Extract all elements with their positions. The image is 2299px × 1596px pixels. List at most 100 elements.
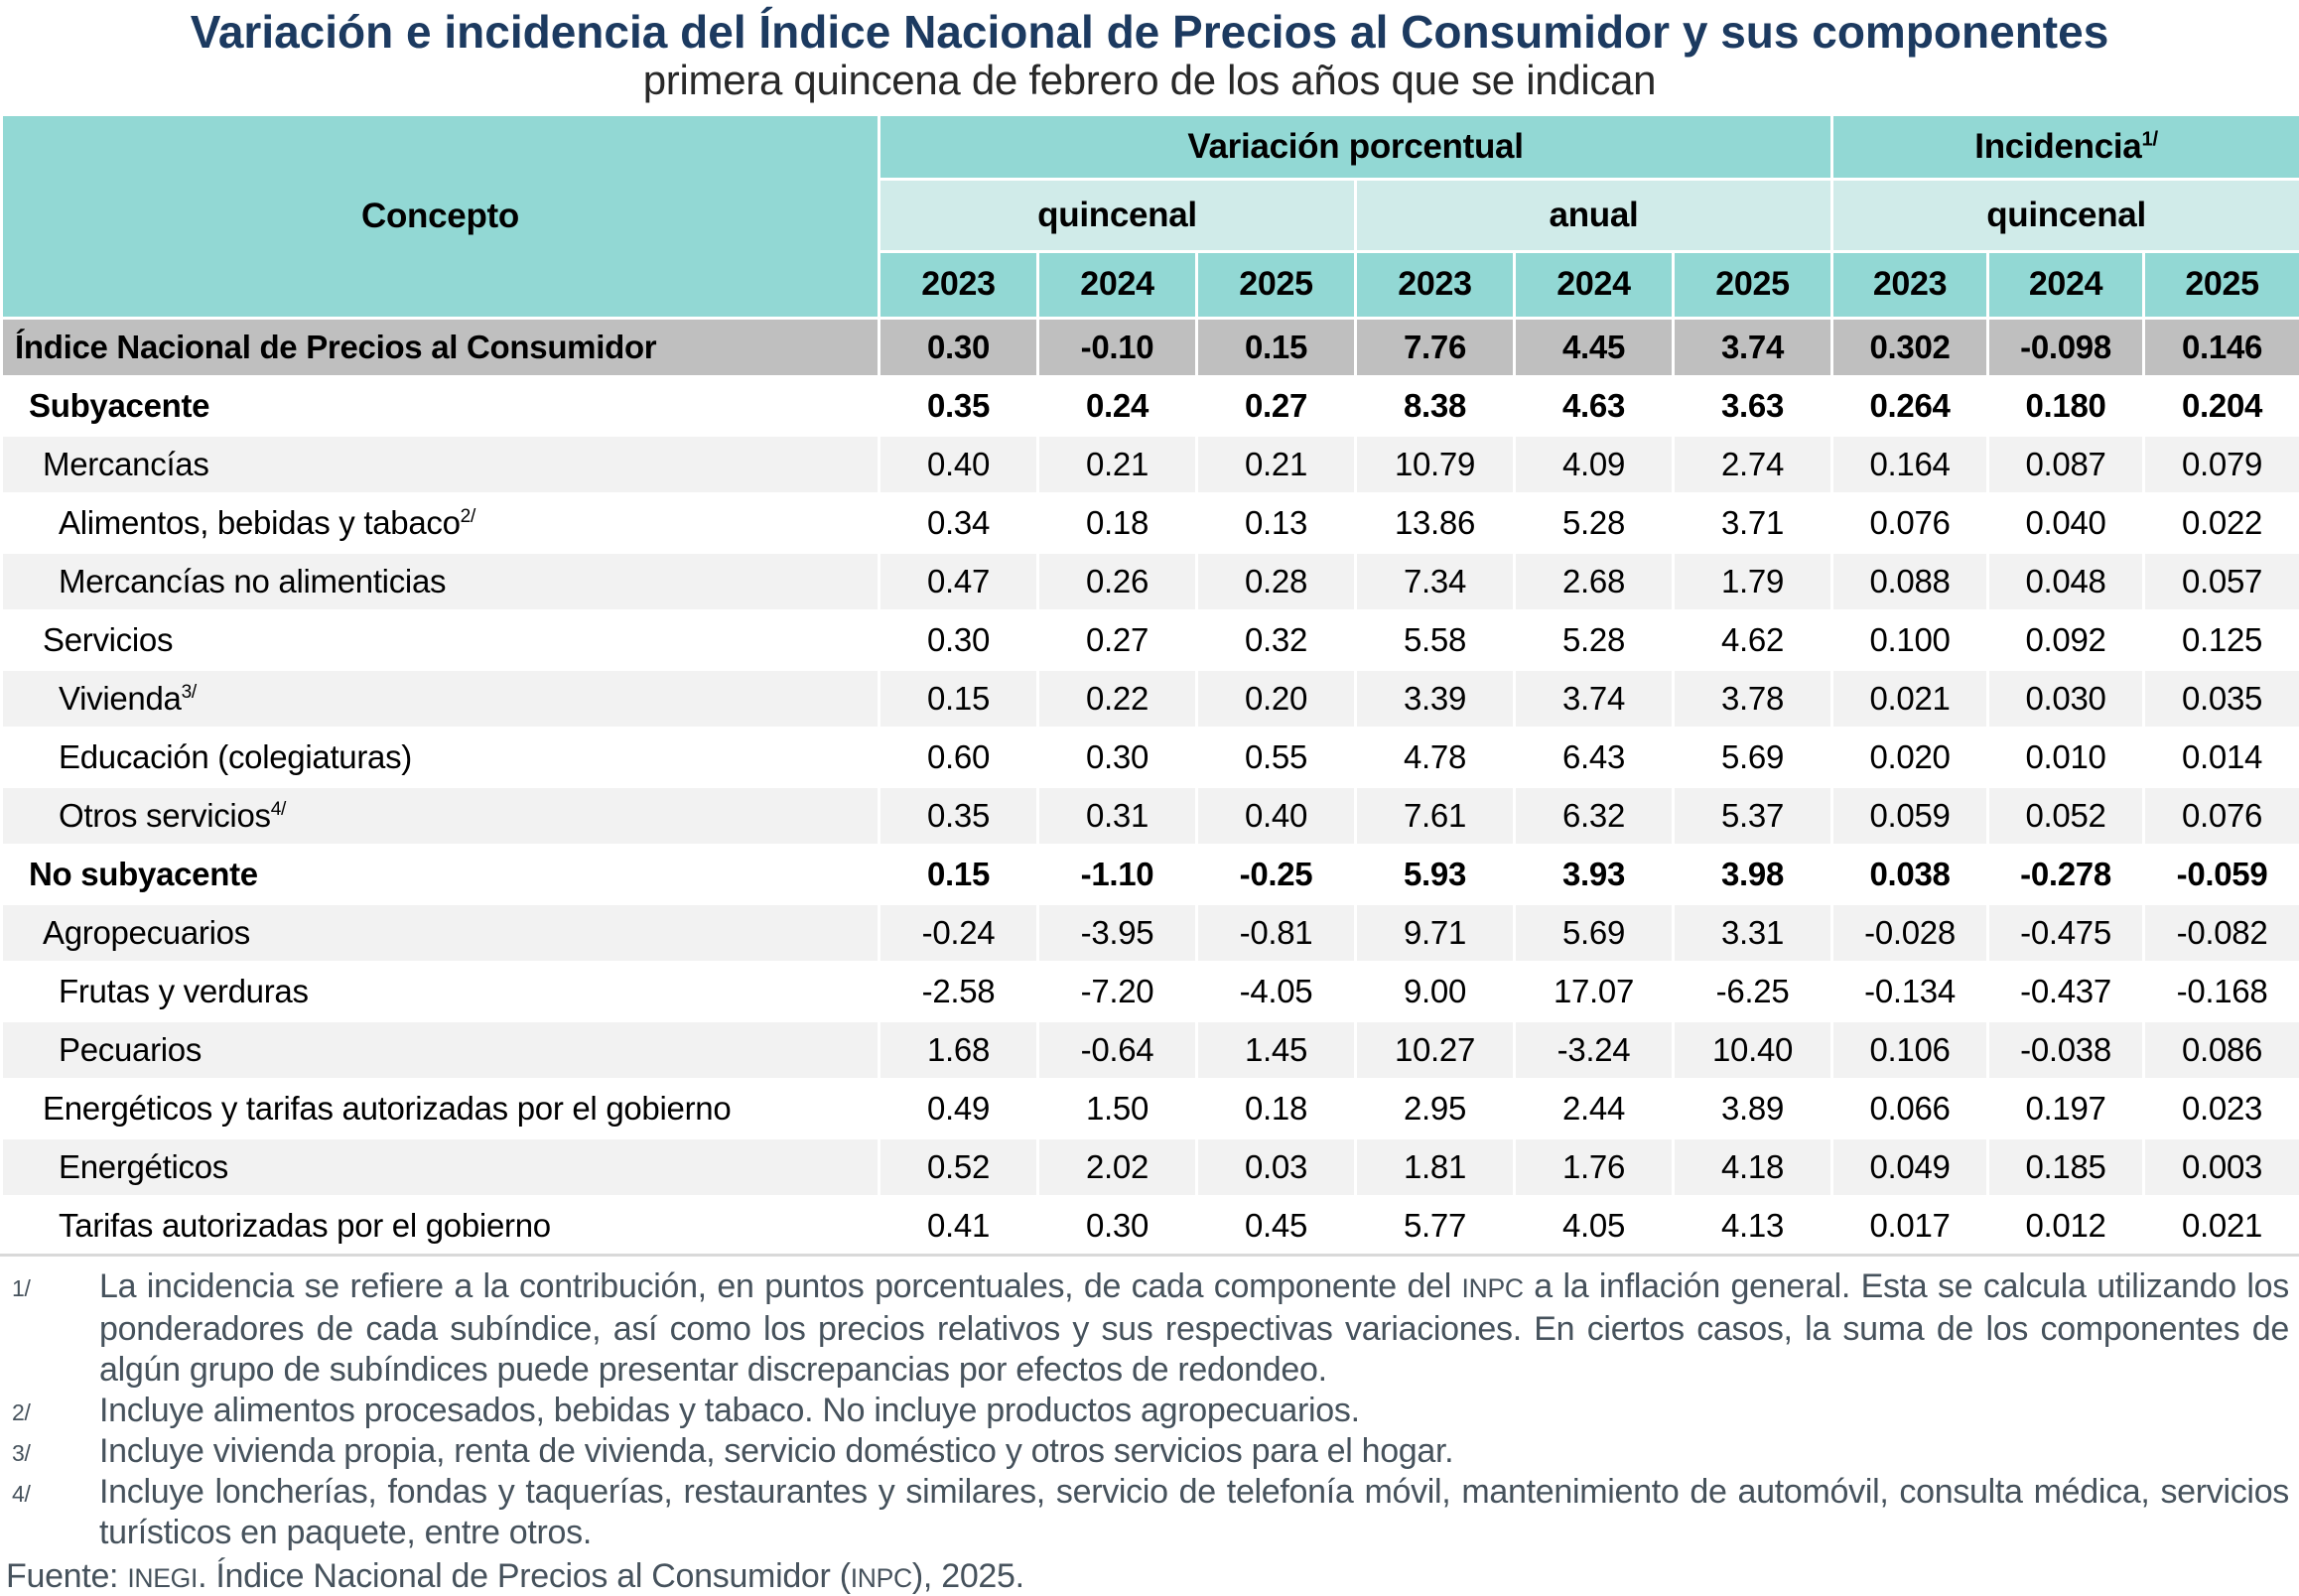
- value-cell: 2.44: [1515, 1079, 1674, 1137]
- value-cell: 0.30: [1038, 1196, 1197, 1255]
- value-cell: -0.81: [1197, 903, 1356, 962]
- value-cell: 4.78: [1356, 728, 1515, 786]
- row-label: Otros servicios4/: [2, 786, 879, 845]
- value-cell: 6.43: [1515, 728, 1674, 786]
- value-cell: 0.40: [879, 435, 1038, 493]
- value-cell: 2.74: [1674, 435, 1832, 493]
- value-cell: -3.24: [1515, 1020, 1674, 1079]
- value-cell: 0.52: [879, 1137, 1038, 1196]
- value-cell: 0.052: [1988, 786, 2144, 845]
- value-cell: 0.28: [1197, 552, 1356, 610]
- value-cell: 3.89: [1674, 1079, 1832, 1137]
- value-cell: 0.41: [879, 1196, 1038, 1255]
- value-cell: 0.03: [1197, 1137, 1356, 1196]
- value-cell: -0.24: [879, 903, 1038, 962]
- value-cell: 5.37: [1674, 786, 1832, 845]
- year-header: 2024: [1038, 251, 1197, 318]
- table-body: Índice Nacional de Precios al Consumidor…: [2, 318, 2299, 1255]
- row-label: Mercancías: [2, 435, 879, 493]
- value-cell: 0.012: [1988, 1196, 2144, 1255]
- value-cell: 5.77: [1356, 1196, 1515, 1255]
- value-cell: 4.09: [1515, 435, 1674, 493]
- value-cell: 6.32: [1515, 786, 1674, 845]
- value-cell: -0.25: [1197, 845, 1356, 903]
- value-cell: 0.197: [1988, 1079, 2144, 1137]
- table-row: Energéticos y tarifas autorizadas por el…: [2, 1079, 2299, 1137]
- value-cell: 3.39: [1356, 669, 1515, 728]
- value-cell: 0.18: [1197, 1079, 1356, 1137]
- value-cell: -0.64: [1038, 1020, 1197, 1079]
- value-cell: 0.15: [879, 845, 1038, 903]
- value-cell: 0.087: [1988, 435, 2144, 493]
- value-cell: 3.31: [1674, 903, 1832, 962]
- value-cell: 0.27: [1197, 376, 1356, 435]
- inpc-table: Concepto Variación porcentual Incidencia…: [0, 113, 2299, 1257]
- footnote: 2/Incluye alimentos procesados, bebidas …: [0, 1391, 2299, 1431]
- value-cell: 3.74: [1674, 318, 1832, 376]
- source-line: Fuente: INEGI. Índice Nacional de Precio…: [0, 1557, 2299, 1596]
- value-cell: 3.93: [1515, 845, 1674, 903]
- value-cell: 4.45: [1515, 318, 1674, 376]
- value-cell: -0.059: [2144, 845, 2299, 903]
- value-cell: 0.27: [1038, 610, 1197, 669]
- value-cell: 7.61: [1356, 786, 1515, 845]
- value-cell: -1.10: [1038, 845, 1197, 903]
- value-cell: 0.60: [879, 728, 1038, 786]
- value-cell: 0.21: [1038, 435, 1197, 493]
- label-footnote-marker: 2/: [461, 506, 475, 527]
- value-cell: 0.204: [2144, 376, 2299, 435]
- value-cell: -0.437: [1988, 962, 2144, 1020]
- value-cell: 0.22: [1038, 669, 1197, 728]
- footnote-marker: 1/: [12, 1268, 31, 1309]
- row-label: No subyacente: [2, 845, 879, 903]
- footnote: 4/Incluye loncherías, fondas y taquerías…: [0, 1472, 2299, 1553]
- value-cell: 0.010: [1988, 728, 2144, 786]
- value-cell: 0.47: [879, 552, 1038, 610]
- value-cell: 0.049: [1832, 1137, 1988, 1196]
- value-cell: 0.30: [879, 610, 1038, 669]
- table-header: Concepto Variación porcentual Incidencia…: [2, 114, 2299, 318]
- value-cell: -0.168: [2144, 962, 2299, 1020]
- value-cell: 0.125: [2144, 610, 2299, 669]
- value-cell: 0.180: [1988, 376, 2144, 435]
- value-cell: 0.021: [1832, 669, 1988, 728]
- value-cell: 0.49: [879, 1079, 1038, 1137]
- value-cell: -0.10: [1038, 318, 1197, 376]
- footnote-marker: 4/: [12, 1474, 31, 1515]
- value-cell: 1.68: [879, 1020, 1038, 1079]
- value-cell: 0.066: [1832, 1079, 1988, 1137]
- value-cell: 9.71: [1356, 903, 1515, 962]
- value-cell: 10.79: [1356, 435, 1515, 493]
- footnote-marker: 3/: [12, 1433, 31, 1474]
- value-cell: 3.71: [1674, 493, 1832, 552]
- value-cell: 0.088: [1832, 552, 1988, 610]
- value-cell: 0.146: [2144, 318, 2299, 376]
- value-cell: 0.076: [2144, 786, 2299, 845]
- value-cell: 0.017: [1832, 1196, 1988, 1255]
- value-cell: 0.15: [1197, 318, 1356, 376]
- value-cell: 0.086: [2144, 1020, 2299, 1079]
- value-cell: 5.69: [1515, 903, 1674, 962]
- value-cell: 0.30: [879, 318, 1038, 376]
- value-cell: 0.15: [879, 669, 1038, 728]
- value-cell: 0.18: [1038, 493, 1197, 552]
- value-cell: -7.20: [1038, 962, 1197, 1020]
- footnote: 3/Incluye vivienda propia, renta de vivi…: [0, 1431, 2299, 1472]
- value-cell: 0.023: [2144, 1079, 2299, 1137]
- year-header: 2025: [1197, 251, 1356, 318]
- value-cell: 0.059: [1832, 786, 1988, 845]
- value-cell: 0.302: [1832, 318, 1988, 376]
- value-cell: 0.040: [1988, 493, 2144, 552]
- value-cell: 0.079: [2144, 435, 2299, 493]
- value-cell: 0.26: [1038, 552, 1197, 610]
- value-cell: 4.13: [1674, 1196, 1832, 1255]
- value-cell: 0.24: [1038, 376, 1197, 435]
